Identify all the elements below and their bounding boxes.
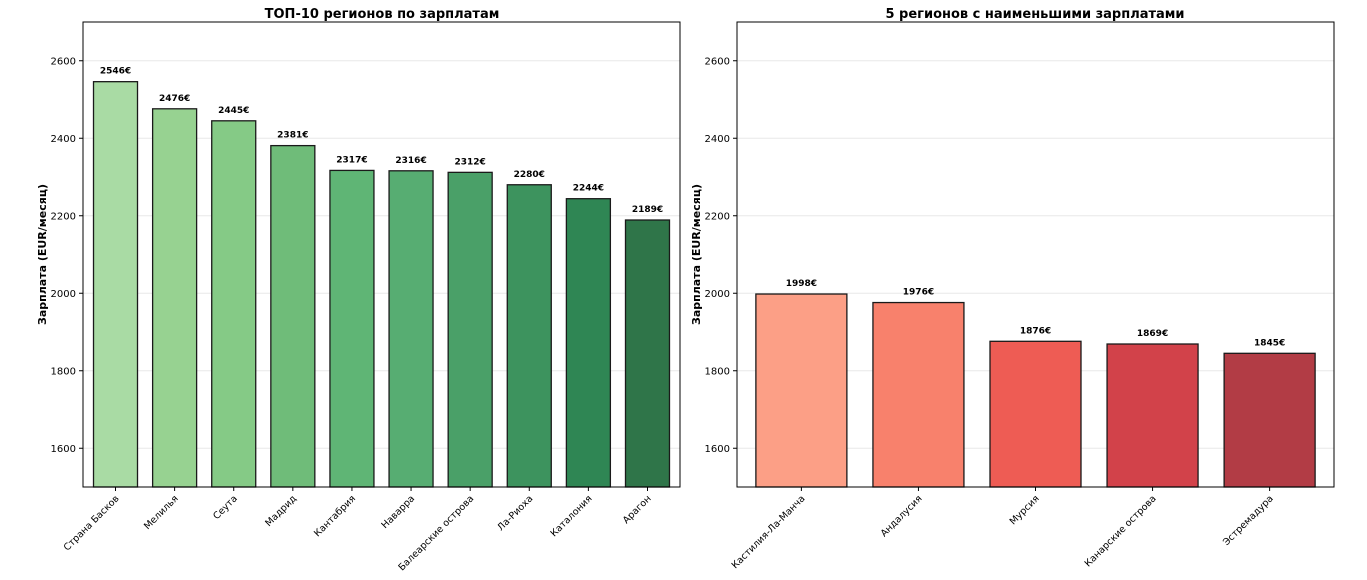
bar-1	[92, 81, 139, 488]
bar-value-label: 2312€	[455, 157, 486, 167]
y-tick-label: 2600	[51, 56, 76, 67]
x-category-label: Мурсия	[1008, 493, 1042, 527]
bar-value-label: 1998€	[786, 279, 817, 289]
x-category-label: Андалусия	[879, 493, 925, 539]
bar-value-label: 2244€	[573, 184, 604, 194]
x-category-label: Сеута	[211, 493, 240, 522]
bar-value-label: 1869€	[1137, 329, 1168, 339]
bar-value-label: 1845€	[1254, 338, 1285, 348]
x-category-label: Кантабрия	[312, 493, 358, 539]
y-tick-label: 1800	[51, 366, 76, 377]
bar-9	[565, 198, 612, 488]
y-tick-label: 1600	[51, 444, 76, 455]
chart-panel-1: 2546€ 2476€ 2445€ 2381€ 2317€ 2316€ 2312€ 2280€…	[36, 7, 681, 573]
x-category-label: Каталония	[549, 493, 595, 539]
x-category-label: Кастилия-Ла-Манча	[730, 493, 808, 571]
x-category-label: Мелилья	[142, 493, 181, 532]
bar-7	[447, 171, 493, 488]
bar-3	[211, 120, 257, 488]
bar-2	[151, 108, 198, 488]
bar-value-label: 2476€	[159, 94, 190, 104]
x-category-label: Эстремадура	[1221, 493, 1276, 548]
bar-5	[329, 169, 375, 488]
bar-value-label: 2316€	[395, 156, 426, 166]
bar-5	[1223, 352, 1316, 488]
y-tick-label: 2600	[705, 56, 730, 67]
x-category-label: Страна Басков	[62, 493, 122, 553]
bar-4	[270, 144, 316, 488]
x-category-label: Наварра	[380, 493, 418, 531]
y-tick-label: 2200	[705, 211, 730, 222]
y-tick-label: 1600	[705, 444, 730, 455]
y-tick-label: 2400	[705, 134, 730, 145]
bar-2	[872, 301, 965, 488]
bar-value-label: 2280€	[514, 170, 545, 180]
bar-6	[388, 170, 434, 488]
bar-value-label: 2381€	[277, 131, 308, 141]
bar-value-label: 1876€	[1020, 326, 1051, 336]
chart-title: 5 регионов с наименьшими зарплатами	[885, 7, 1184, 22]
bar-8	[506, 184, 552, 488]
bar-value-label: 2189€	[632, 205, 663, 215]
chart-title: ТОП-10 регионов по зарплатам	[265, 7, 500, 22]
y-axis-label: Зарплата (EUR/месяц)	[690, 184, 703, 325]
x-category-label: Мадрид	[263, 493, 299, 529]
y-tick-label: 1800	[705, 366, 730, 377]
y-tick-label: 2000	[51, 289, 76, 300]
x-category-label: Арагон	[621, 493, 654, 526]
bar-value-label: 2317€	[336, 155, 367, 165]
plot-frame	[82, 21, 681, 488]
bar-3	[989, 340, 1082, 488]
chart-panel-2: 1998€ 1976€ 1876€ 1869€ 1845€ 1600 1800 2000 220…	[690, 7, 1335, 571]
bar-1	[755, 293, 848, 488]
bar-4	[1106, 343, 1199, 488]
y-tick-label: 2200	[51, 211, 76, 222]
bar-10	[624, 219, 671, 488]
bar-value-label: 1976€	[903, 288, 934, 298]
x-category-label: Ла-Риоха	[495, 493, 535, 533]
bar-value-label: 2445€	[218, 106, 249, 116]
bar-value-label: 2546€	[100, 67, 131, 77]
y-tick-label: 2400	[51, 134, 76, 145]
x-category-label: Канарские острова	[1083, 493, 1159, 569]
y-axis-label: Зарплата (EUR/месяц)	[36, 184, 49, 325]
y-tick-label: 2000	[705, 289, 730, 300]
